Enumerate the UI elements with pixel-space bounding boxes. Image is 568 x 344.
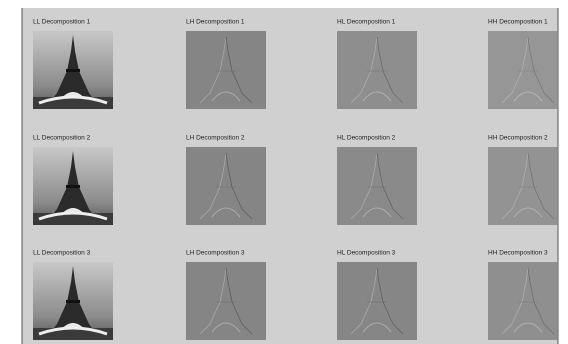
detail-image (337, 31, 417, 109)
detail-image (186, 147, 266, 225)
panel-title: HL Decomposition 2 (337, 135, 396, 142)
detail-image (488, 147, 568, 225)
detail-image (337, 147, 417, 225)
detail-image (186, 31, 266, 109)
detail-image (186, 262, 266, 340)
panel-title: HL Decomposition 1 (337, 19, 396, 26)
detail-image (488, 262, 568, 340)
panel-title: LL Decomposition 1 (33, 19, 91, 26)
approximation-image (33, 31, 113, 109)
panel-title: HL Decomposition 3 (337, 250, 396, 257)
panel-title: HH Decomposition 2 (488, 135, 548, 142)
panel-title: LH Decomposition 1 (186, 19, 245, 26)
panel-title: LL Decomposition 3 (33, 250, 91, 257)
panel-title: HH Decomposition 3 (488, 250, 548, 257)
detail-image (337, 262, 417, 340)
approximation-image (33, 147, 113, 225)
panel-title: LH Decomposition 3 (186, 250, 245, 257)
panel-title: HH Decomposition 1 (488, 19, 548, 26)
approximation-image (33, 262, 113, 340)
panel-title: LH Decomposition 2 (186, 135, 245, 142)
detail-image (488, 31, 568, 109)
figure-window: LL Decomposition 1 LH Decomposition 1 HL D… (0, 0, 568, 344)
panel-title: LL Decomposition 2 (33, 135, 91, 142)
